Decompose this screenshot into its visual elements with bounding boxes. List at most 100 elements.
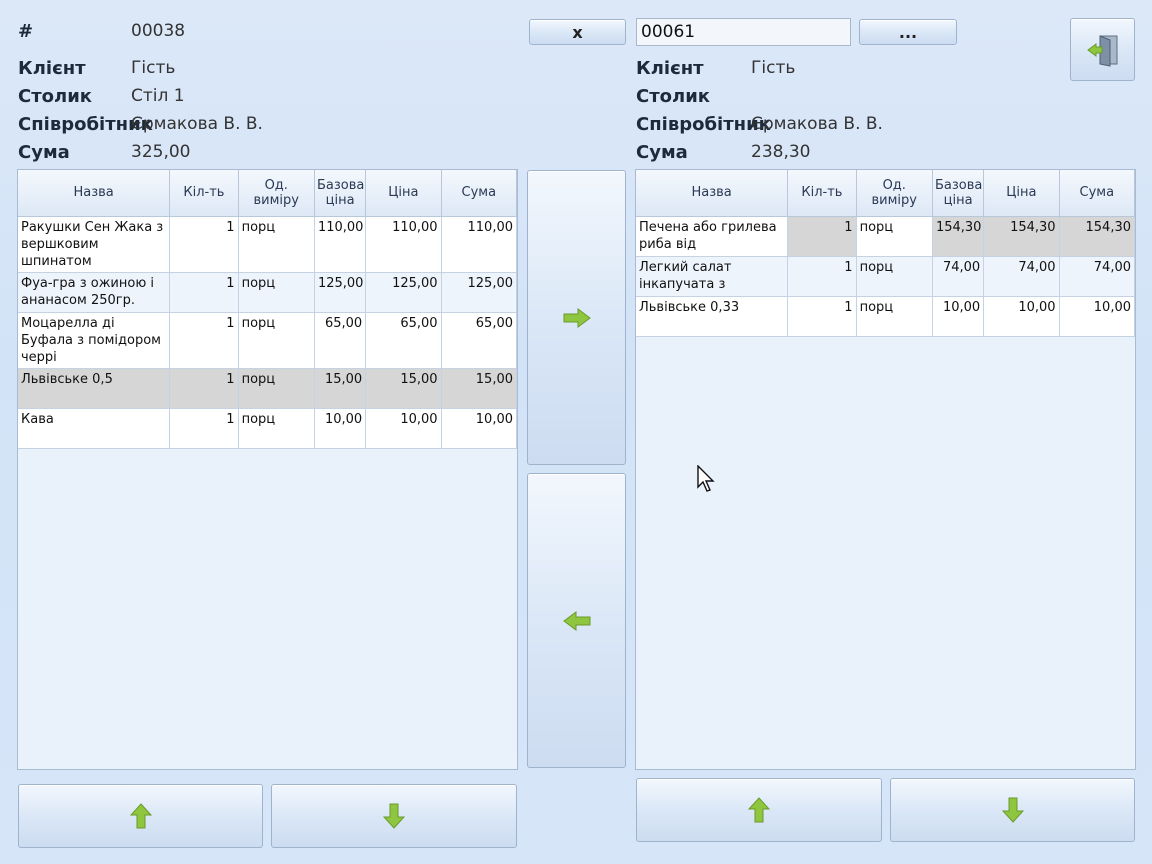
right-order-grid[interactable]: Назва Кіл-ть Од. виміру Базова ціна Ціна… bbox=[635, 169, 1136, 770]
column-header-price[interactable]: Ціна bbox=[365, 170, 442, 217]
cell-quantity: 1 bbox=[169, 272, 239, 313]
cell-name: Легкий салат інкапучата з bbox=[636, 256, 789, 297]
move-right-button[interactable] bbox=[527, 170, 626, 465]
column-header-base-price[interactable]: Базова ціна bbox=[314, 170, 367, 217]
cell-quantity: 1 bbox=[787, 296, 857, 337]
right-move-down-button[interactable] bbox=[890, 778, 1135, 842]
table-row-selected[interactable]: Печена або грилева риба від 1 порц 154,3… bbox=[636, 216, 1136, 257]
cell-unit: порц bbox=[238, 312, 315, 369]
left-table-header: Назва Кіл-ть Од. виміру Базова ціна Ціна… bbox=[18, 170, 518, 217]
cell-unit: порц bbox=[856, 256, 933, 297]
cell-sum: 10,00 bbox=[1059, 296, 1136, 337]
right-order-table: Назва Кіл-ть Од. виміру Базова ціна Ціна… bbox=[636, 170, 1136, 337]
right-sum-label: Сума bbox=[636, 142, 688, 163]
cell-price: 10,00 bbox=[365, 408, 442, 449]
column-header-unit[interactable]: Од. виміру bbox=[856, 170, 933, 217]
left-table-value: Стіл 1 bbox=[131, 86, 185, 106]
cell-sum: 154,30 bbox=[1059, 216, 1136, 257]
cell-sum: 65,00 bbox=[441, 312, 518, 369]
cell-base-price: 154,30 bbox=[932, 216, 985, 257]
cell-unit: порц bbox=[238, 216, 315, 273]
column-header-unit[interactable]: Од. виміру bbox=[238, 170, 315, 217]
cell-base-price: 10,00 bbox=[314, 408, 367, 449]
cell-price: 10,00 bbox=[983, 296, 1060, 337]
cell-base-price: 10,00 bbox=[932, 296, 985, 337]
cell-quantity: 1 bbox=[169, 408, 239, 449]
right-client-value: Гість bbox=[751, 58, 796, 78]
cell-quantity: 1 bbox=[169, 216, 239, 273]
table-row[interactable]: Моцарелла ді Буфала з помідором черрі 1 … bbox=[18, 312, 518, 369]
table-row[interactable]: Кава 1 порц 10,00 10,00 10,00 bbox=[18, 408, 518, 449]
table-row[interactable]: Львівське 0,33 1 порц 10,00 10,00 10,00 bbox=[636, 296, 1136, 337]
arrow-left-icon bbox=[562, 610, 591, 631]
left-sum-value: 325,00 bbox=[131, 142, 191, 162]
cell-unit: порц bbox=[856, 216, 933, 257]
column-header-sum[interactable]: Сума bbox=[1059, 170, 1136, 217]
column-header-name[interactable]: Назва bbox=[18, 170, 171, 217]
cell-price: 125,00 bbox=[365, 272, 442, 313]
move-left-button[interactable] bbox=[527, 473, 626, 768]
left-move-up-button[interactable] bbox=[18, 784, 263, 848]
cell-base-price: 110,00 bbox=[314, 216, 367, 273]
cell-base-price: 65,00 bbox=[314, 312, 367, 369]
cell-price: 154,30 bbox=[983, 216, 1060, 257]
left-order-number: 00038 bbox=[131, 21, 186, 41]
right-table-label: Столик bbox=[636, 86, 711, 107]
cell-sum: 15,00 bbox=[441, 368, 518, 409]
left-client-label: Клієнт bbox=[18, 58, 86, 79]
cell-quantity: 1 bbox=[787, 256, 857, 297]
exit-door-icon bbox=[1086, 33, 1120, 67]
target-order-number-field[interactable]: 00061 bbox=[636, 18, 851, 46]
left-order-table: Назва Кіл-ть Од. виміру Базова ціна Ціна… bbox=[18, 170, 518, 449]
right-client-label: Клієнт bbox=[636, 58, 704, 79]
exit-button[interactable] bbox=[1070, 18, 1135, 81]
cell-quantity: 1 bbox=[169, 312, 239, 369]
cell-unit: порц bbox=[856, 296, 933, 337]
left-employee-label: Співробітник bbox=[18, 114, 153, 135]
arrow-down-icon bbox=[383, 803, 405, 829]
arrow-down-icon bbox=[1001, 797, 1024, 823]
cell-sum: 10,00 bbox=[441, 408, 518, 449]
left-order-grid[interactable]: Назва Кіл-ть Од. виміру Базова ціна Ціна… bbox=[17, 169, 518, 770]
left-employee-value: Єрмакова В. В. bbox=[131, 114, 263, 134]
table-row[interactable]: Легкий салат інкапучата з 1 порц 74,00 7… bbox=[636, 256, 1136, 297]
cell-sum: 125,00 bbox=[441, 272, 518, 313]
column-header-price[interactable]: Ціна bbox=[983, 170, 1060, 217]
table-row-selected[interactable]: Львівське 0,5 1 порц 15,00 15,00 15,00 bbox=[18, 368, 518, 409]
cell-price: 15,00 bbox=[365, 368, 442, 409]
table-row[interactable]: Ракушки Сен Жака з вершковим шпинатом 1 … bbox=[18, 216, 518, 273]
column-header-base-price[interactable]: Базова ціна bbox=[932, 170, 985, 217]
arrow-up-icon bbox=[129, 803, 152, 829]
cell-quantity: 1 bbox=[169, 368, 239, 409]
right-employee-value: Єрмакова В. В. bbox=[751, 114, 883, 134]
mouse-cursor-icon bbox=[697, 464, 717, 497]
left-order-number-label: # bbox=[18, 21, 34, 42]
column-header-quantity[interactable]: Кіл-ть bbox=[787, 170, 857, 217]
table-row[interactable]: Фуа-гра з ожиною і ананасом 250гр. 1 пор… bbox=[18, 272, 518, 313]
right-move-up-button[interactable] bbox=[636, 778, 882, 842]
browse-orders-button[interactable]: ... bbox=[859, 19, 957, 45]
right-sum-value: 238,30 bbox=[751, 142, 811, 162]
cell-sum: 74,00 bbox=[1059, 256, 1136, 297]
left-move-down-button[interactable] bbox=[271, 784, 517, 848]
clear-button[interactable]: x bbox=[529, 19, 626, 45]
cell-price: 110,00 bbox=[365, 216, 442, 273]
right-employee-label: Співробітник bbox=[636, 114, 771, 135]
cell-name: Львівське 0,5 bbox=[18, 368, 171, 409]
left-table-label: Столик bbox=[18, 86, 93, 107]
cell-name: Львівське 0,33 bbox=[636, 296, 789, 337]
cell-unit: порц bbox=[238, 368, 315, 409]
column-header-quantity[interactable]: Кіл-ть bbox=[169, 170, 239, 217]
cell-base-price: 15,00 bbox=[314, 368, 367, 409]
cell-price: 74,00 bbox=[983, 256, 1060, 297]
cell-name: Моцарелла ді Буфала з помідором черрі bbox=[18, 312, 171, 369]
cell-name: Кава bbox=[18, 408, 171, 449]
right-table-header: Назва Кіл-ть Од. виміру Базова ціна Ціна… bbox=[636, 170, 1136, 217]
cell-name: Фуа-гра з ожиною і ананасом 250гр. bbox=[18, 272, 171, 313]
column-header-name[interactable]: Назва bbox=[636, 170, 789, 217]
cell-unit: порц bbox=[238, 408, 315, 449]
column-header-sum[interactable]: Сума bbox=[441, 170, 518, 217]
left-client-value: Гість bbox=[131, 58, 176, 78]
arrow-right-icon bbox=[563, 307, 591, 328]
left-sum-label: Сума bbox=[18, 142, 70, 163]
